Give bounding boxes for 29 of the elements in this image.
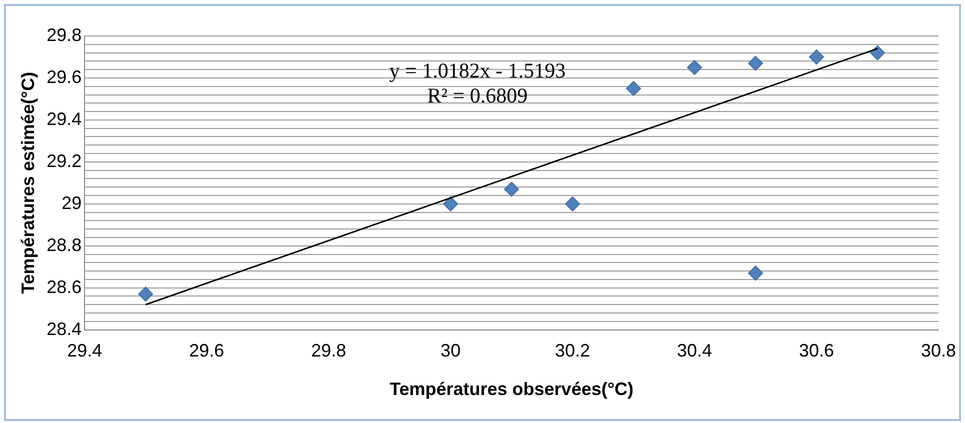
annotation: R² = 0.6809 <box>427 84 528 108</box>
point <box>504 182 520 197</box>
x-tick-label: 29.8 <box>311 340 346 361</box>
x-tick-label: 30.2 <box>555 340 590 361</box>
point <box>748 266 764 281</box>
x-tick-label: 30.4 <box>677 340 712 361</box>
point <box>748 56 764 71</box>
x-tick-label: 30.6 <box>798 340 834 361</box>
y-tick-label: 29.6 <box>46 66 82 87</box>
point <box>565 196 580 212</box>
x-axis-title: Températures observées(°C) <box>390 379 634 400</box>
y-axis-title: Températures estimée(°C) <box>18 72 38 294</box>
x-tick-label: 30.8 <box>920 340 956 361</box>
x-tick-label: 29.4 <box>67 340 102 361</box>
point <box>687 60 702 75</box>
y-tick-label: 29.8 <box>46 24 82 45</box>
point <box>138 286 154 302</box>
annotation: y = 1.0182x - 1.5193 <box>389 58 566 83</box>
y-tick-label: 29 <box>62 192 82 213</box>
point <box>809 49 824 64</box>
x-tick-label: 30 <box>440 340 461 361</box>
y-tick-label: 29.2 <box>46 150 82 171</box>
point <box>443 196 458 212</box>
y-tick-label: 28.4 <box>46 318 82 339</box>
y-tick-label: 28.6 <box>46 276 82 297</box>
x-tick-label: 29.6 <box>189 340 224 361</box>
point <box>626 80 642 96</box>
y-tick-label: 28.8 <box>46 234 82 255</box>
y-tick-label: 29.4 <box>46 108 82 129</box>
